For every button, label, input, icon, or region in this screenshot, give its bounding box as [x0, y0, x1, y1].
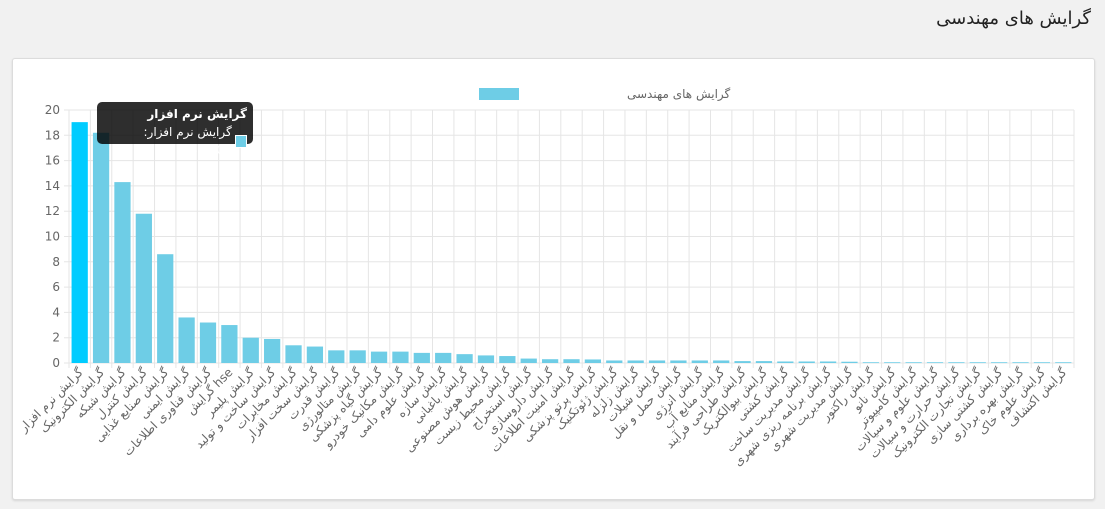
y-axis-ticks: 0 2 4 6 8 10 12 14 16 18 20: [45, 103, 60, 370]
bar[interactable]: [734, 361, 751, 363]
bar[interactable]: [242, 337, 259, 363]
y-tick-label: 18: [45, 128, 60, 142]
bar[interactable]: [392, 351, 409, 363]
bar[interactable]: [349, 350, 366, 363]
y-tick-label: 14: [45, 179, 60, 193]
bar[interactable]: [413, 352, 430, 363]
bar[interactable]: [819, 361, 837, 363]
bar[interactable]: [199, 322, 217, 363]
bar[interactable]: [627, 360, 644, 363]
bar[interactable]: [670, 360, 687, 363]
bar[interactable]: [499, 356, 516, 363]
bar-chart: گرایش های مهندسی 0 2 4 6 8 10 12 14 16 18 20 گرایش…: [16, 87, 1075, 469]
bar[interactable]: [648, 360, 666, 363]
bar[interactable]: [884, 362, 901, 364]
bar[interactable]: [691, 360, 708, 363]
bar[interactable]: [541, 359, 559, 363]
bar[interactable]: [328, 350, 345, 363]
bar[interactable]: [264, 338, 281, 363]
bar[interactable]: [306, 346, 324, 363]
y-tick-label: 4: [52, 305, 60, 319]
bar[interactable]: [606, 360, 623, 363]
bar[interactable]: [991, 362, 1008, 364]
y-tick-label: 6: [52, 280, 60, 294]
bar[interactable]: [157, 254, 174, 363]
bar[interactable]: [584, 359, 602, 363]
tooltip-value: گرایش نرم افزار: 19.04%: [143, 125, 232, 157]
bar[interactable]: [370, 351, 388, 363]
y-tick-label: 0: [52, 356, 60, 370]
bars: [71, 122, 1072, 364]
bar[interactable]: [520, 358, 537, 363]
bar[interactable]: [926, 362, 944, 364]
y-tick-label: 8: [52, 255, 60, 269]
bar[interactable]: [114, 182, 131, 363]
legend-label[interactable]: گرایش های مهندسی: [627, 87, 731, 102]
bar[interactable]: [221, 325, 238, 363]
y-tick-label: 16: [45, 154, 60, 168]
bar[interactable]: [71, 122, 88, 363]
bar[interactable]: [905, 362, 922, 364]
bar[interactable]: [713, 360, 730, 363]
tooltip-title: گرایش نرم افزار: [147, 107, 247, 121]
y-tick-label: 2: [52, 331, 60, 345]
y-tick-label: 20: [45, 103, 60, 117]
legend-swatch[interactable]: [479, 88, 519, 100]
chart-card: گرایش های مهندسی 0 2 4 6 8 10 12 14 16 18 20 گرایش…: [12, 58, 1095, 500]
bar[interactable]: [798, 361, 815, 363]
bar[interactable]: [1033, 362, 1051, 364]
bar[interactable]: [755, 361, 773, 363]
bar[interactable]: [841, 361, 858, 363]
chart-legend[interactable]: گرایش های مهندسی: [479, 87, 731, 102]
bar[interactable]: [948, 362, 965, 364]
bar[interactable]: [777, 361, 794, 363]
bar[interactable]: [92, 132, 110, 363]
page-title: گرایش های مهندسی: [936, 8, 1091, 29]
bar[interactable]: [285, 345, 302, 363]
bar[interactable]: [862, 362, 879, 364]
bar[interactable]: [477, 355, 495, 363]
bar[interactable]: [563, 359, 580, 363]
y-tick-label: 12: [45, 204, 60, 218]
bar[interactable]: [1055, 362, 1072, 364]
bar[interactable]: [135, 213, 152, 363]
bar[interactable]: [435, 352, 452, 363]
bar[interactable]: [1012, 362, 1029, 364]
bar[interactable]: [969, 362, 986, 364]
y-tick-label: 10: [45, 230, 60, 244]
chart-tooltip: گرایش نرم افزار گرایش نرم افزار: 19.04%: [97, 102, 253, 157]
bar[interactable]: [178, 317, 195, 363]
tooltip-swatch: [234, 134, 247, 148]
bar[interactable]: [456, 354, 473, 363]
